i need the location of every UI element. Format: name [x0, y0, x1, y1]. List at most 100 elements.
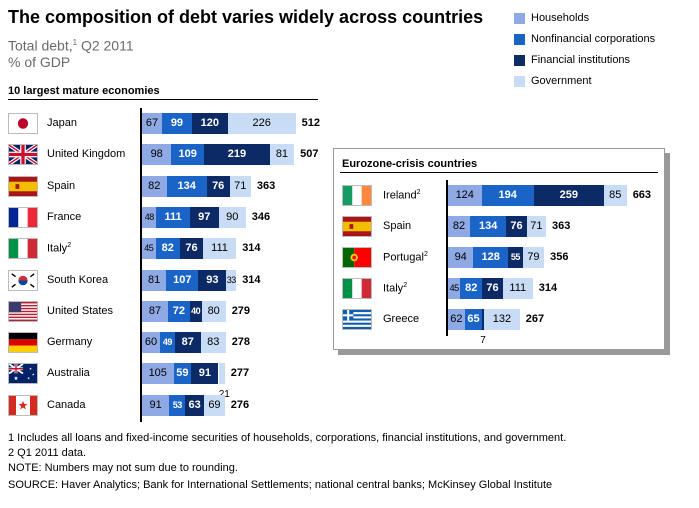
segment-households: 62: [448, 309, 465, 330]
legend-swatch: [514, 34, 525, 45]
segment-government: 226: [227, 113, 296, 134]
bar-row-australia: Australia105599121277: [8, 362, 428, 400]
country-footnote-ref: 2: [416, 189, 421, 196]
segment-households: 82: [142, 175, 167, 197]
segment-households: 94: [448, 247, 474, 268]
bar-total: 277: [230, 367, 250, 380]
bar-total: 314: [242, 273, 261, 286]
segment-government: [218, 363, 225, 385]
flag-japan-icon: [8, 113, 38, 134]
bar-row-ireland: Ireland2 124 194 259 85 663: [342, 184, 699, 208]
country-footnote-ref: 2: [67, 242, 72, 250]
subtitle-unit: % of GDP: [8, 53, 71, 70]
segment-government: 81: [269, 144, 295, 166]
bar-total: 278: [231, 336, 251, 349]
footnote-source: SOURCE: Haver Analytics; Bank for Intern…: [8, 479, 553, 491]
bar-total: 356: [550, 251, 569, 263]
segment-households: 81: [142, 269, 167, 291]
country-label: Italy2: [47, 242, 71, 255]
country-name: Australia: [47, 367, 90, 380]
bar-row-south-korea: South Korea 81 107 93 33 314: [8, 269, 428, 293]
bar-row-usa: United States 87 72 40 80 279: [8, 300, 428, 324]
country-footnote-ref: 2: [423, 251, 428, 258]
segment-nonfinancial-corporations: 128: [473, 247, 508, 268]
bar-row-italy: Italy2 45 82 76 111 314: [8, 237, 428, 261]
subtitle-period: Q2 2011: [77, 37, 134, 54]
legend-label: Government: [531, 75, 592, 87]
segment-financial-institutions: 120: [191, 113, 228, 134]
country-label: Italy2: [383, 282, 407, 295]
segment-households: 67: [142, 113, 163, 134]
country-label: Australia: [47, 367, 90, 379]
country-label: Greece: [383, 313, 419, 325]
country-name: Japan: [47, 117, 77, 129]
segment-nonfinancial-corporations: 134: [166, 175, 207, 197]
segment-financial-institutions: 55: [507, 247, 523, 268]
legend-label: Nonfinancial corporations: [531, 33, 656, 45]
country-name: Italy: [47, 242, 68, 255]
segment-households: 45: [142, 238, 156, 260]
segment-nonfinancial-corporations: 99: [162, 113, 192, 134]
segment-financial-institutions: 40: [189, 300, 202, 322]
country-footnote-ref: 2: [403, 282, 408, 289]
flag-usa-icon: [8, 300, 38, 322]
flag-canada-icon: [8, 394, 38, 416]
panel-rule-eurozone: [340, 172, 658, 173]
country-name: Italy: [383, 282, 404, 295]
country-label: Japan: [47, 117, 77, 129]
segment-financial-institutions: 93: [198, 269, 227, 291]
bar-total: 507: [300, 148, 319, 161]
segment-government: 111: [502, 278, 533, 299]
segment-financial-institutions: 219: [204, 144, 270, 166]
bar-row-greece: Greece 62 65 7 132 267: [342, 308, 699, 346]
flag-greece-icon: [342, 309, 372, 330]
country-label: Spain: [47, 180, 75, 192]
subtitle-footnote-ref: 1: [72, 38, 78, 47]
bar-row-uk: United Kingdom 98 109 219 81 507: [8, 143, 428, 167]
segment-government: 85: [603, 185, 627, 206]
country-label: Portugal2: [383, 251, 428, 264]
bar-total: 363: [552, 220, 571, 232]
country-label: Germany: [47, 336, 92, 348]
legend-swatch: [514, 55, 525, 66]
legend-swatch: [514, 13, 525, 24]
segment-nonfinancial-corporations: 59: [173, 363, 192, 385]
country-label: United States: [47, 305, 113, 317]
subtitle-main: Total debt,: [8, 37, 73, 54]
segment-nonfinancial-corporations: 53: [169, 394, 186, 416]
segment-government: 111: [202, 238, 237, 260]
segment-government: 69: [204, 394, 225, 416]
segment-nonfinancial-corporations: 65: [464, 309, 483, 330]
segment-government: 83: [200, 332, 226, 354]
segment-nonfinancial-corporations: 107: [166, 269, 199, 291]
bar-row-spain: Spain 82 134 76 71 363: [8, 175, 428, 199]
country-name: United Kingdom: [47, 148, 126, 161]
flag-australia-icon: [8, 363, 38, 385]
country-label: France: [47, 211, 81, 223]
bar-row-portugal: Portugal2 94 128 55 79 356: [342, 246, 699, 270]
segment-nonfinancial-corporations: 82: [460, 278, 483, 299]
flag-italy-icon: [342, 278, 372, 299]
segment-financial-institutions: 76: [180, 238, 203, 260]
segment-government: 79: [522, 247, 545, 268]
segment-nonfinancial-corporations: 109: [171, 144, 205, 166]
bar-row-france: France 48 111 97 90 346: [8, 206, 428, 230]
chart-title: The composition of debt varies widely ac…: [8, 7, 484, 27]
footnote-note: NOTE: Numbers may not sum due to roundin…: [8, 462, 238, 474]
country-name: Spain: [383, 220, 412, 232]
country-label: United Kingdom: [47, 148, 125, 160]
segment-nonfinancial-corporations: 72: [168, 300, 190, 322]
segment-households: 82: [448, 216, 471, 237]
segment-government: 33: [226, 269, 237, 291]
country-name: Spain: [47, 179, 76, 192]
bar-total: 663: [632, 189, 652, 201]
country-label: Ireland2: [383, 189, 421, 202]
segment-financial-institutions: 76: [506, 216, 527, 237]
panel-title-mature: 10 largest mature economies: [8, 85, 160, 97]
segment-financial-institutions: 91: [191, 363, 219, 385]
segment-households: 87: [142, 300, 169, 322]
segment-households: 60: [142, 332, 160, 354]
flag-south-korea-icon: [8, 269, 38, 291]
bar-total: 314: [242, 242, 261, 255]
bar-total: 276: [230, 398, 250, 411]
